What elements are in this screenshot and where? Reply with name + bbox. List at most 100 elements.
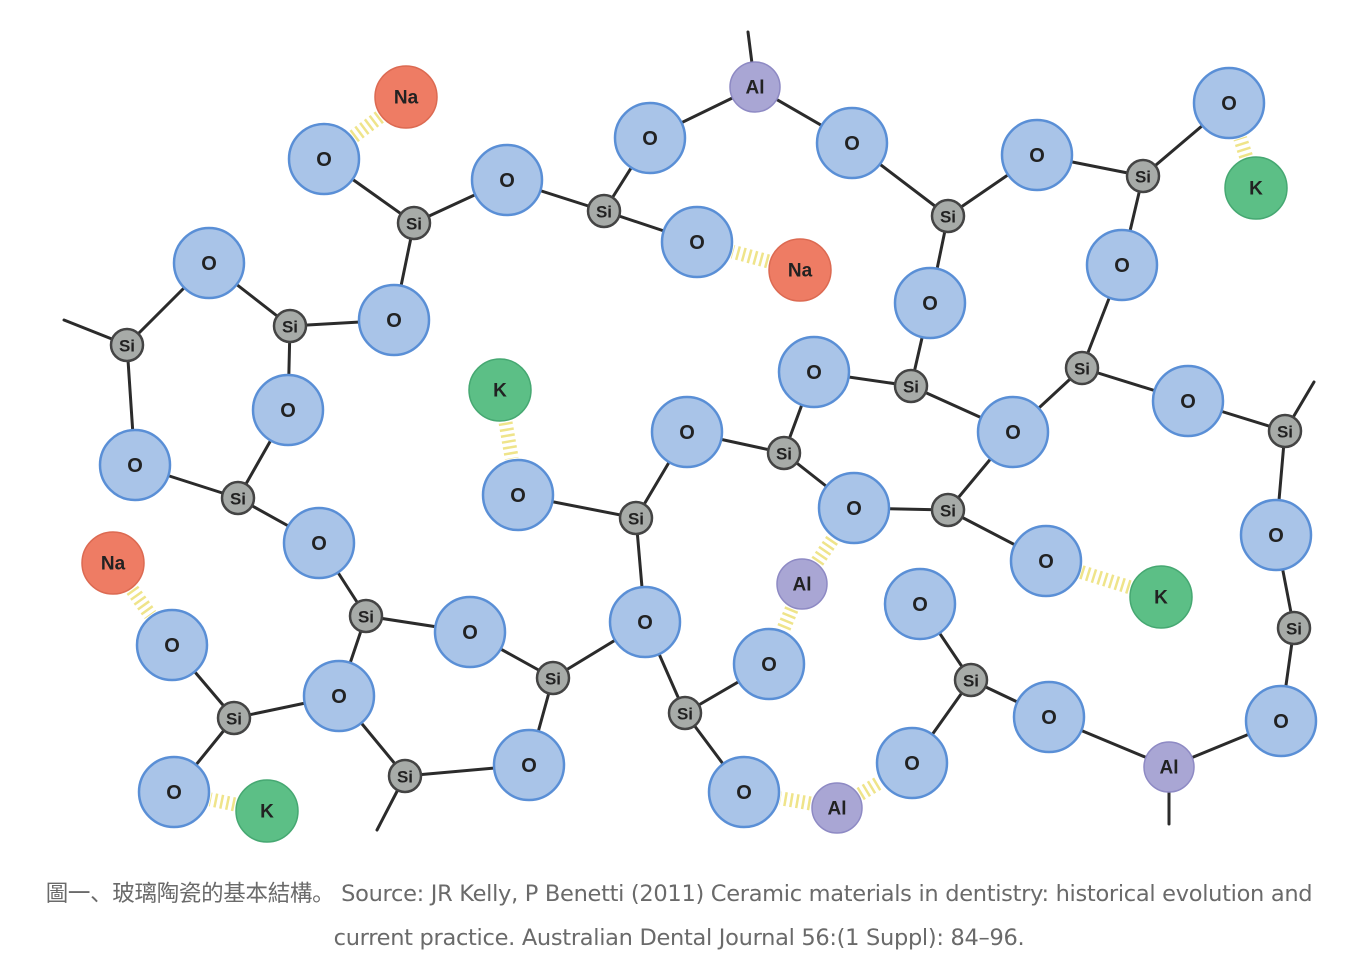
sodium-ion-label: Na [101,554,126,575]
oxygen-atom: O [875,726,949,800]
oxygen-atom-label: O [1038,551,1054,573]
oxygen-atom-label: O [331,686,347,708]
silicon-atom: Si [667,695,703,731]
silicon-atom-label: Si [119,337,135,356]
oxygen-atom: O [470,143,544,217]
oxygen-atom-circle [1012,680,1086,754]
oxygen-atom-label: O [904,753,920,775]
silicon-atom-label: Si [358,608,374,627]
oxygen-atom-label: O [166,782,182,804]
oxygen-atom: O [1000,118,1074,192]
oxygen-atom: O [613,101,687,175]
potassium-ion-label: K [1249,179,1263,200]
oxygen-atom-circle [135,608,209,682]
oxygen-atom-label: O [1273,711,1289,733]
silicon-atom-circle [1276,610,1312,646]
aluminum-atom-circle [776,558,828,610]
ionic-bond-hatch [1079,565,1132,594]
oxygen-atom-circle [732,627,806,701]
silicon-atom-label: Si [677,705,693,724]
silicon-atom-label: Si [940,502,956,521]
oxygen-atom: O [1244,684,1318,758]
silicon-atom: Si [1064,350,1100,386]
oxygen-atom-label: O [1221,93,1237,115]
oxygen-atom-label: O [1005,422,1021,444]
silicon-atom-label: Si [1277,423,1293,442]
sodium-ion: Na [374,65,438,129]
oxygen-atom: O [1192,66,1266,140]
oxygen-atom-circle [660,205,734,279]
oxygen-atom-circle [1151,364,1225,438]
ionic-bond-hatch [126,585,157,620]
oxygen-atom-label: O [280,400,296,422]
potassium-ion-circle [235,779,299,843]
silicon-atom-label: Si [1074,360,1090,379]
oxygen-atom: O [1009,524,1083,598]
oxygen-atom-label: O [462,622,478,644]
silicon-atom-label: Si [226,710,242,729]
oxygen-atom-label: O [1114,255,1130,277]
sodium-ion-label: Na [788,261,813,282]
silicon-atom-circle [272,308,308,344]
oxygen-atom-circle [608,585,682,659]
silicon-atom-circle [1267,413,1303,449]
oxygen-atom-circle [875,726,949,800]
oxygen-atom: O [492,728,566,802]
oxygen-atom: O [1151,364,1225,438]
aluminum-atom-circle [729,61,781,113]
oxygen-atom: O [777,335,851,409]
aluminum-atom: Al [1143,741,1195,793]
sodium-ion: Na [768,238,832,302]
atoms: O O O O O O O O O O O O O O O O O O O O O O O O O O O O O O O O O O Si Si Si… [81,61,1318,843]
ionic-bond-hatch [349,111,384,143]
oxygen-atom-label: O [844,133,860,155]
sodium-ion-circle [81,531,145,595]
silicon-atom: Si [109,327,145,363]
aluminum-atom: Al [729,61,781,113]
oxygen-atom: O [893,266,967,340]
ionic-bond-hatch [776,606,799,633]
oxygen-atom: O [1239,498,1313,572]
silicon-atom: Si [586,193,622,229]
oxygen-atom-label: O [846,498,862,520]
oxygen-atom-circle [172,226,246,300]
oxygen-atom-circle [1239,498,1313,572]
oxygen-atom: O [282,506,356,580]
silicon-atom-label: Si [776,445,792,464]
silicon-atom: Si [618,500,654,536]
aluminum-atom-label: Al [793,575,812,596]
oxygen-atom-circle [1009,524,1083,598]
silicon-atom: Si [766,435,802,471]
silicon-atom-circle [220,480,256,516]
oxygen-atom-circle [282,506,356,580]
oxygen-atom-circle [492,728,566,802]
oxygen-atom: O [608,585,682,659]
glass-ceramic-structure-diagram: O O O O O O O O O O O O O O O O O O O O O O O O O O O O O O O O O O Si Si Si… [62,30,1318,843]
aluminum-atom-label: Al [746,78,765,99]
silicon-atom-circle [109,327,145,363]
oxygen-atom-label: O [806,362,822,384]
oxygen-atom-circle [976,395,1050,469]
silicon-atom-label: Si [397,768,413,787]
oxygen-atom-label: O [316,149,332,171]
oxygen-atom: O [357,283,431,357]
potassium-ion: K [235,779,299,843]
silicon-atom: Si [387,758,423,794]
oxygen-atom: O [481,458,555,532]
silicon-atom: Si [396,205,432,241]
silicon-atom-circle [387,758,423,794]
silicon-atom: Si [220,480,256,516]
sodium-ion-circle [374,65,438,129]
oxygen-atom: O [287,122,361,196]
silicon-atom-circle [216,700,252,736]
ionic-bonds [126,111,1253,812]
silicon-atom-circle [893,368,929,404]
oxygen-atom-circle [1192,66,1266,140]
silicon-atom: Si [1267,413,1303,449]
oxygen-atom-circle [470,143,544,217]
oxygen-atom-label: O [521,755,537,777]
oxygen-atom-circle [137,755,211,829]
silicon-atom-circle [930,492,966,528]
silicon-atom: Si [348,598,384,634]
oxygen-atom-circle [251,373,325,447]
